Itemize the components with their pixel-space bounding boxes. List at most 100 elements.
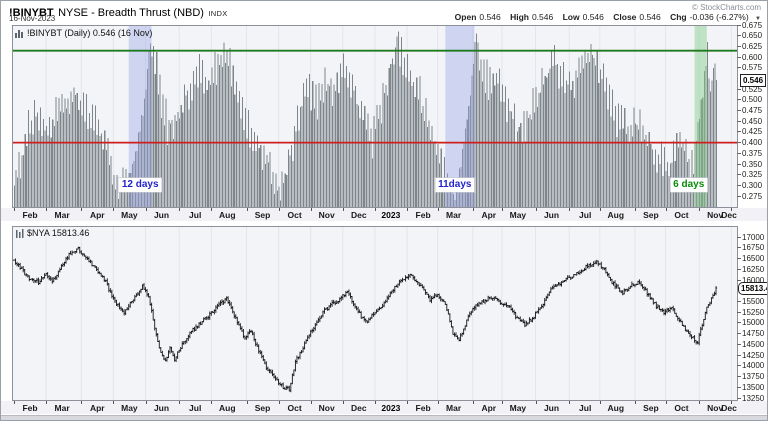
month-tick (179, 208, 181, 211)
month-tick (310, 401, 312, 404)
breadth-legend-text: !BINYBT (Daily) 0.546 (16 Nov) (27, 28, 153, 38)
month-tick (599, 208, 601, 211)
month-label: Oct (287, 210, 302, 220)
month-label: Feb (22, 403, 38, 413)
nya-x-axis: Feb Mar Apr May Jun Jul Aug Sep Oct Nov Dec 2023 Feb… (1, 401, 767, 414)
chg-label: Chg (670, 12, 687, 22)
month-tick (665, 208, 667, 211)
axis-tick-label: 13750 (736, 372, 765, 382)
month-tick (634, 208, 636, 211)
month-label: Oct (674, 210, 689, 220)
month-label: Aug (607, 403, 625, 413)
month-label: Jul (189, 403, 202, 413)
axis-tick-label: 0.600 (736, 52, 763, 62)
month-tick (46, 401, 48, 404)
month-label: 2023 (381, 210, 401, 220)
month-tick (145, 401, 147, 404)
month-tick (278, 401, 280, 404)
month-label: Sep (643, 210, 659, 220)
axis-tick-label: 14750 (736, 329, 765, 339)
month-tick (246, 401, 248, 404)
annotation-6-days: 6 days (670, 178, 708, 192)
month-tick (179, 401, 181, 404)
axis-tick-label: 0.575 (736, 63, 763, 73)
axis-tick-label: 16500 (736, 254, 765, 264)
month-label: May (121, 403, 138, 413)
month-label: Jul (579, 210, 592, 220)
axis-tick-label: 15250 (736, 307, 765, 317)
month-tick (81, 208, 83, 211)
nya-legend: $NYA 15813.46 (15, 228, 89, 238)
month-tick (407, 208, 409, 211)
month-tick (501, 401, 503, 404)
nya-last-value-badge: 15813.46 (738, 282, 767, 295)
price-bars-icon (16, 228, 24, 238)
breadth-last-value-badge: 0.546 (740, 74, 767, 88)
nya-price-panel (12, 226, 738, 401)
month-label: Dec (351, 210, 367, 220)
month-label: Apr (481, 403, 497, 413)
month-tick (501, 208, 503, 211)
month-label: Mar (54, 403, 70, 413)
month-tick (699, 401, 701, 404)
month-label: May (509, 210, 527, 220)
month-label: Apr (481, 210, 497, 220)
symbol-description: NYSE - Breadth Thrust (NBD) (58, 7, 204, 19)
axis-tick-label: 0.475 (736, 106, 763, 115)
month-label: Jul (579, 403, 592, 413)
stockcharts-watermark: © StockCharts.com (691, 3, 761, 12)
axis-tick-label: 15500 (736, 297, 765, 306)
month-tick (342, 401, 344, 404)
month-label: Feb (22, 210, 38, 220)
month-label: Apr (89, 210, 105, 220)
axis-tick-label: 14000 (736, 361, 765, 371)
month-tick (731, 401, 733, 404)
month-label: Mar (446, 210, 462, 220)
month-label: Feb (415, 210, 431, 220)
axis-tick-label: 15000 (736, 318, 765, 328)
axis-tick-label: 13500 (736, 382, 765, 392)
axis-tick-label: 16250 (736, 264, 765, 274)
month-tick (634, 401, 636, 404)
month-label: Nov (318, 210, 335, 220)
month-tick (14, 401, 15, 404)
nya-ohlc-svg (12, 226, 738, 401)
axis-tick-label: 0.675 (736, 20, 763, 30)
high-label: High (510, 12, 529, 22)
ohlc-readout: Open 0.546 High 0.546 Low 0.546 Close 0.546 … (448, 12, 761, 22)
month-label: Jun (153, 403, 170, 413)
nya-legend-text: $NYA 15813.46 (27, 228, 90, 238)
axis-tick-label: 0.375 (736, 148, 763, 158)
month-label: Sep (254, 403, 271, 413)
chart-title: !BINYBT NYSE - Breadth Thrust (NBD) INDX (9, 3, 228, 21)
month-label: Jun (543, 403, 560, 413)
axis-tick-label: 0.275 (736, 191, 763, 201)
bottom-edge-band (1, 415, 767, 420)
axis-tick-label: 14500 (736, 339, 765, 349)
month-tick (437, 401, 439, 404)
axis-tick-label: 16000 (736, 275, 765, 285)
axis-tick-label: 13250 (736, 393, 765, 403)
axis-tick-label: 0.325 (736, 170, 763, 180)
month-label: Oct (287, 403, 302, 413)
month-tick (374, 401, 376, 404)
symbol-type: INDX (208, 9, 228, 18)
month-tick (211, 208, 213, 211)
month-label: Jun (543, 210, 560, 220)
month-label: Apr (89, 403, 105, 413)
month-tick (46, 208, 48, 211)
breadth-thrust-panel (12, 25, 738, 208)
annotation-12-days: 12 days (118, 178, 162, 192)
low-label: Low (562, 12, 580, 22)
axis-tick-label: 0.350 (736, 159, 763, 169)
axis-tick-label: 0.400 (736, 138, 763, 148)
month-label: Jun (153, 210, 170, 220)
month-label: May (509, 403, 527, 413)
month-tick (14, 208, 15, 211)
chevron-down-icon[interactable]: ▼ (755, 16, 761, 22)
breadth-legend: !BINYBT (Daily) 0.546 (16 Nov) (15, 28, 152, 38)
month-label: Aug (219, 403, 236, 413)
close-label: Close (613, 12, 637, 22)
chart-date: 16-Nov-2023 (9, 14, 56, 23)
month-tick (145, 208, 147, 211)
